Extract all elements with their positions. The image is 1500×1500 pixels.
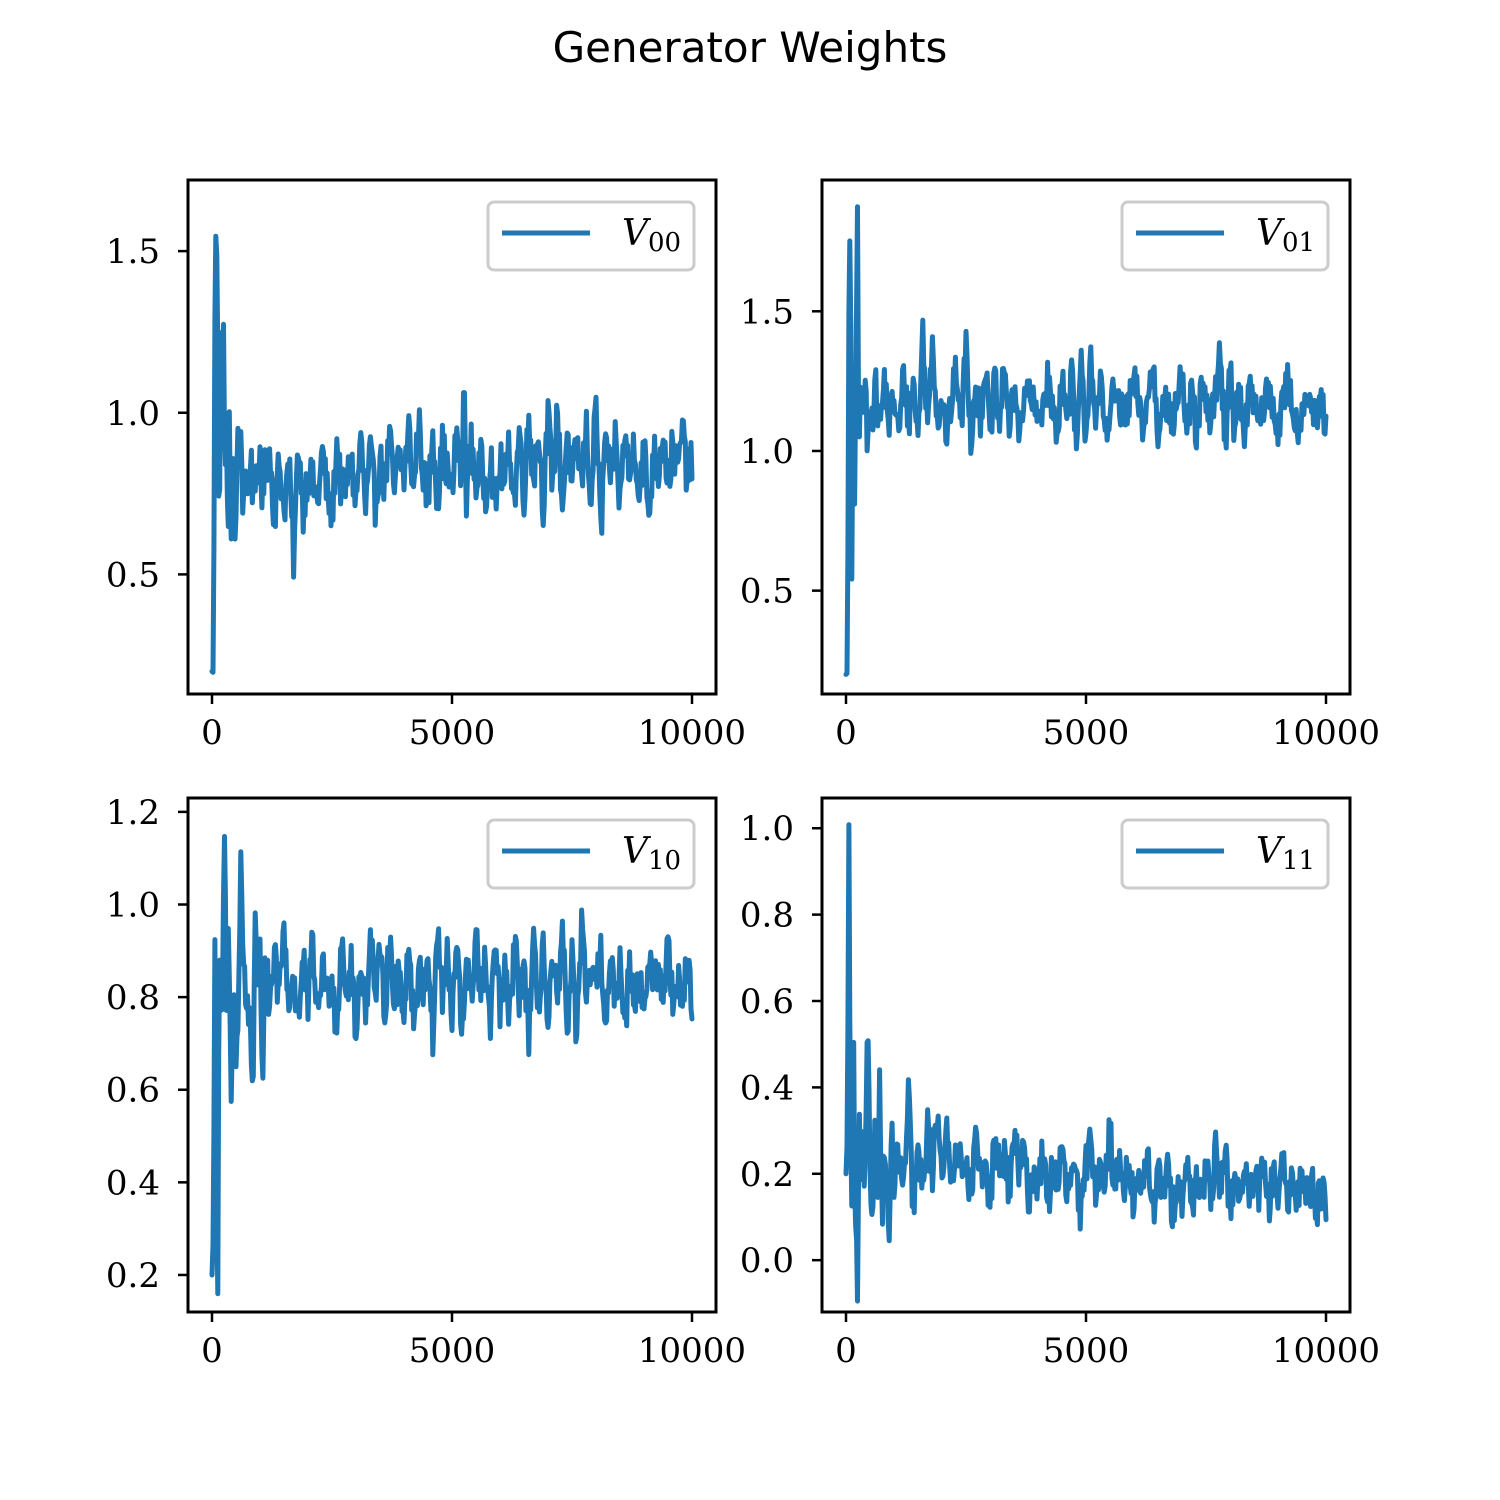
series-line-V01 xyxy=(843,204,1329,677)
y-tick-label: 0.6 xyxy=(106,1071,160,1111)
x-tick-label: 10000 xyxy=(638,1331,746,1371)
legend-label: V01 xyxy=(1256,213,1315,258)
y-tick-label: 0.0 xyxy=(740,1241,794,1281)
y-tick-label: 1.0 xyxy=(106,394,160,434)
y-tick-label: 0.5 xyxy=(106,555,160,595)
y-tick-label: 1.2 xyxy=(106,793,160,833)
legend: V01 xyxy=(1120,200,1330,272)
legend-box xyxy=(486,818,696,890)
y-tick-label: 0.8 xyxy=(740,896,794,936)
legend-label: V00 xyxy=(622,213,681,258)
legend: V11 xyxy=(1120,818,1330,890)
y-tick-label: 1.0 xyxy=(106,886,160,926)
legend: V00 xyxy=(486,200,696,272)
x-tick-label: 5000 xyxy=(409,713,496,753)
y-tick-label: 0.6 xyxy=(740,982,794,1022)
y-tick-label: 0.2 xyxy=(106,1256,160,1296)
legend-label: V11 xyxy=(1256,831,1315,876)
y-tick-label: 0.4 xyxy=(740,1068,794,1108)
figure-title: Generator Weights xyxy=(553,23,948,72)
y-tick-label: 0.5 xyxy=(740,572,794,612)
legend-box xyxy=(1120,200,1330,272)
series-line-V11 xyxy=(843,822,1329,1304)
x-tick-label: 0 xyxy=(201,1331,223,1371)
subplot-10: 0 5000 10000 0.2 0.4 0.6 0.8 1.0 1.2 V10 xyxy=(106,793,746,1371)
legend: V10 xyxy=(486,818,696,890)
y-tick-label: 0.4 xyxy=(106,1163,160,1203)
x-tick-label: 5000 xyxy=(409,1331,496,1371)
legend-box xyxy=(1120,818,1330,890)
y-tick-label: 1.5 xyxy=(740,292,794,332)
y-tick-label: 1.5 xyxy=(106,232,160,272)
y-tick-label: 1.0 xyxy=(740,432,794,472)
x-tick-label: 10000 xyxy=(638,713,746,753)
y-tick-label: 0.8 xyxy=(106,978,160,1018)
y-tick-label: 0.2 xyxy=(740,1155,794,1195)
x-tick-label: 10000 xyxy=(1272,713,1380,753)
subplot-grid: 0 5000 10000 0.5 1.0 1.5 V00 0 5000 10000 0.5 1.0 1.… xyxy=(106,178,1380,1371)
x-tick-label: 5000 xyxy=(1043,1331,1130,1371)
y-tick-label: 1.0 xyxy=(740,809,794,849)
series-line-V10 xyxy=(209,833,695,1297)
x-tick-label: 10000 xyxy=(1272,1331,1380,1371)
subplot-01: 0 5000 10000 0.5 1.0 1.5 V01 xyxy=(740,178,1380,753)
x-tick-label: 0 xyxy=(201,713,223,753)
x-tick-label: 5000 xyxy=(1043,713,1130,753)
legend-box xyxy=(486,200,696,272)
legend-label: V10 xyxy=(622,831,681,876)
subplot-00: 0 5000 10000 0.5 1.0 1.5 V00 xyxy=(106,178,746,753)
x-tick-label: 0 xyxy=(835,1331,857,1371)
subplot-11: 0 5000 10000 0.0 0.2 0.4 0.6 0.8 1.0 V11 xyxy=(740,796,1380,1371)
series-line-V00 xyxy=(209,233,695,675)
x-tick-label: 0 xyxy=(835,713,857,753)
